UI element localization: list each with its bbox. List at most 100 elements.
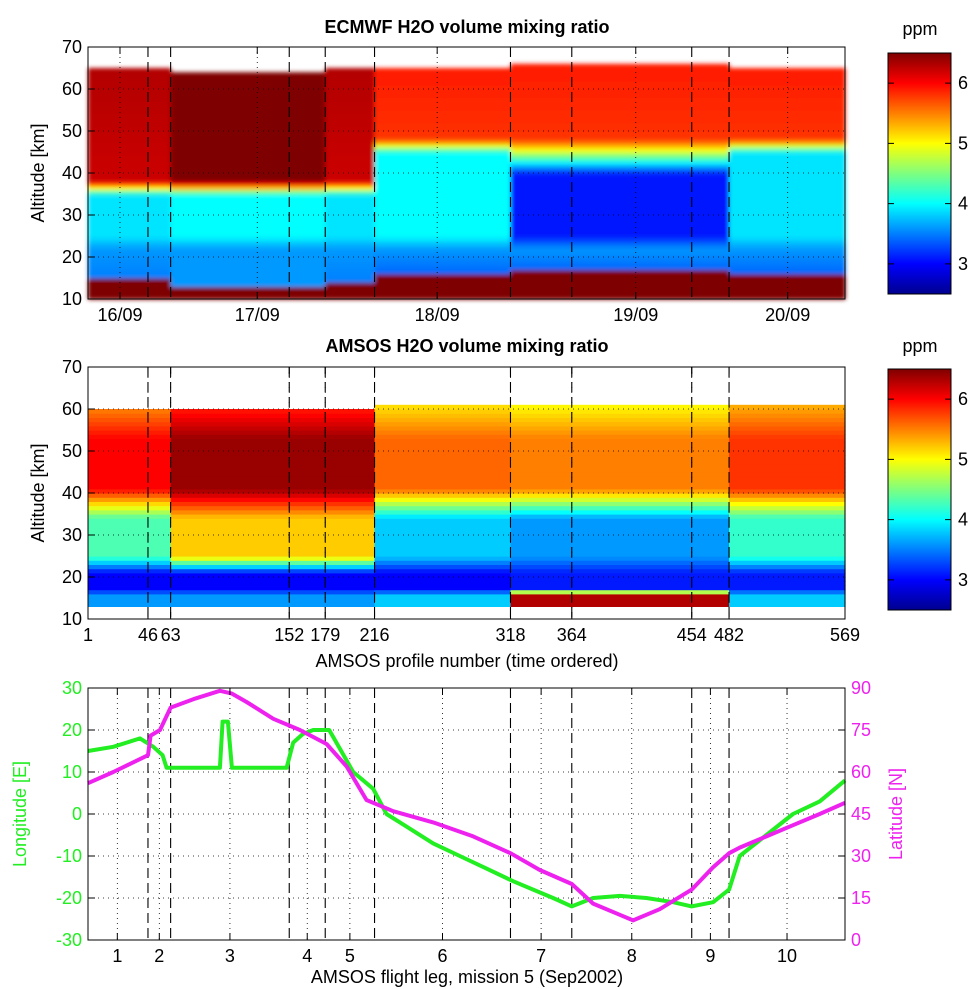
heat-cell — [170, 593, 376, 599]
heat-cell — [510, 430, 730, 435]
heat-cell — [170, 577, 376, 582]
heat-cell — [510, 273, 730, 279]
heat-cell — [325, 122, 376, 128]
heat-cell — [510, 156, 730, 161]
heat-cell — [170, 257, 326, 262]
heat-cell — [325, 173, 376, 178]
heat-cell — [510, 84, 730, 90]
heat-cell — [88, 244, 172, 250]
y-tick-label: 30 — [62, 205, 82, 225]
heat-cell — [374, 252, 512, 258]
heat-cell — [729, 572, 846, 578]
heat-cell — [88, 164, 172, 170]
y-tick-label: 20 — [62, 720, 82, 740]
heat-cell — [374, 602, 512, 607]
heat-cell — [88, 252, 172, 258]
heat-cell — [325, 286, 376, 292]
heat-cell — [88, 156, 172, 161]
longitude-line — [87, 719, 847, 909]
heat-cell — [510, 509, 730, 515]
heat-cell — [88, 294, 172, 300]
heat-cell — [170, 219, 326, 224]
panel3-left-y-ticks: -30 -20 -10 0 10 20 30 — [56, 678, 95, 950]
heat-cell — [325, 181, 376, 187]
heat-cell — [729, 430, 846, 435]
heat-cell — [374, 404, 512, 410]
heat-cell — [510, 248, 730, 254]
panel1-ylabel: Altitude [km] — [28, 123, 48, 222]
heat-cell — [374, 539, 512, 544]
heat-cell — [374, 417, 512, 423]
heat-cell — [374, 294, 512, 300]
heat-cell — [170, 156, 326, 161]
heat-cell — [88, 173, 172, 178]
heat-cell — [88, 459, 172, 465]
y-tick-label: 50 — [62, 441, 82, 461]
heat-cell — [510, 68, 730, 73]
heat-cell — [510, 198, 730, 203]
heat-cell — [510, 215, 730, 220]
heat-cell — [510, 585, 730, 591]
heat-cell — [374, 476, 512, 481]
heat-cell — [510, 278, 730, 283]
colorbar-tick-label: 5 — [958, 133, 968, 153]
heat-cell — [170, 522, 376, 528]
heat-cell — [729, 497, 846, 502]
heat-cell — [729, 206, 846, 212]
heat-cell — [170, 194, 326, 199]
heat-cell — [374, 227, 512, 233]
heat-cell — [325, 156, 376, 161]
heat-cell — [88, 438, 172, 444]
heat-cell — [510, 438, 730, 444]
heat-cell — [729, 425, 846, 431]
heat-cell — [510, 80, 730, 86]
heat-cell — [510, 219, 730, 224]
heat-cell — [170, 189, 326, 195]
heat-cell — [729, 210, 846, 216]
heat-cell — [510, 135, 730, 140]
heat-cell — [510, 593, 730, 599]
heat-cell — [510, 455, 730, 460]
heat-cell — [374, 68, 512, 73]
heat-cell — [170, 147, 326, 153]
x-tick-label: 569 — [830, 625, 860, 645]
heat-cell — [170, 72, 326, 77]
heat-cell — [88, 290, 172, 296]
heat-cell — [510, 93, 730, 98]
heat-cell — [510, 269, 730, 275]
heat-cell — [729, 560, 846, 565]
heat-cell — [729, 97, 846, 103]
heat-cell — [374, 514, 512, 519]
heat-cell — [510, 76, 730, 82]
heat-cell — [325, 290, 376, 296]
panel2-heatmap — [88, 404, 846, 607]
heat-cell — [170, 290, 326, 296]
heat-cell — [88, 497, 172, 502]
heat-cell — [325, 147, 376, 153]
heat-cell — [170, 131, 326, 136]
heat-cell — [510, 602, 730, 607]
heat-cell — [170, 160, 326, 166]
heat-cell — [170, 93, 326, 98]
heat-cell — [729, 89, 846, 94]
y-tick-label: 30 — [62, 678, 82, 698]
x-tick-label: 20/09 — [765, 305, 810, 325]
heat-cell — [325, 80, 376, 86]
heat-cell — [510, 476, 730, 481]
heat-cell — [88, 110, 172, 115]
y-tick-label: 60 — [62, 399, 82, 419]
heat-cell — [88, 131, 172, 136]
heat-cell — [88, 97, 172, 103]
heat-cell — [374, 72, 512, 77]
heat-cell — [374, 135, 512, 140]
heat-cell — [170, 564, 376, 570]
heat-cell — [88, 568, 172, 574]
heat-cell — [170, 535, 376, 540]
heat-cell — [510, 434, 730, 439]
heat-cell — [170, 168, 326, 174]
heat-cell — [729, 564, 846, 570]
heat-cell — [510, 467, 730, 473]
heat-cell — [374, 231, 512, 237]
heat-cell — [510, 451, 730, 456]
heat-cell — [374, 118, 512, 124]
